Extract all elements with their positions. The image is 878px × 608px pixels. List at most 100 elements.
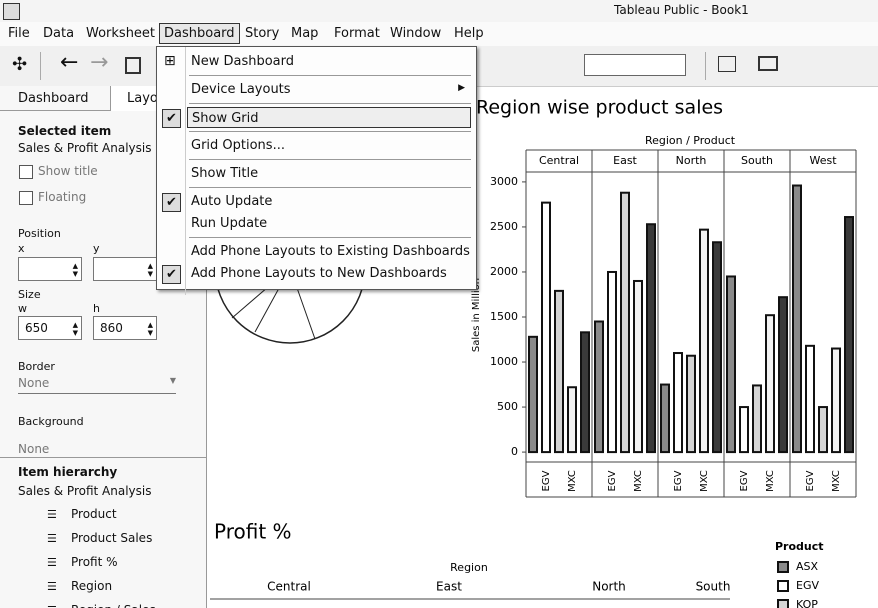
- bar: [633, 279, 643, 454]
- window-title: Tableau Public - Book1: [614, 3, 749, 17]
- menu-item-label: Add Phone Layouts to Existing Dashboards: [191, 244, 470, 259]
- x-tick-label: EGV: [607, 470, 618, 491]
- tool-icon[interactable]: ✣: [12, 54, 28, 75]
- selected-item: Sales & Profit Analysis: [18, 141, 152, 155]
- bar: [765, 314, 775, 454]
- x-axis-header: Region / Product: [645, 134, 736, 147]
- field-label: x: [18, 242, 25, 255]
- menu-bar: File Data Worksheet Dashboard Story Map Format…: [0, 22, 878, 47]
- hierarchy-icon: ☰: [47, 556, 57, 569]
- section-heading: Item hierarchy: [18, 465, 118, 479]
- tab[interactable]: Dashboard: [18, 91, 89, 106]
- y-tick-label: 1000: [490, 355, 518, 368]
- y-tick-label: 2500: [490, 220, 518, 233]
- menu-bar-item[interactable]: Story: [245, 26, 280, 41]
- presentation-button[interactable]: [758, 56, 778, 71]
- checkbox-label: Show title: [38, 164, 98, 178]
- hierarchy-icon: ☰: [47, 508, 57, 521]
- column-label: South: [696, 580, 731, 594]
- bar: [686, 354, 696, 454]
- menu-item[interactable]: New Dashboard: [187, 51, 471, 72]
- menu-item[interactable]: Show Grid: [187, 107, 471, 128]
- back-button[interactable]: ←: [60, 50, 79, 75]
- checkbox-label: Floating: [38, 190, 87, 204]
- bar: [607, 270, 617, 454]
- hierarchy-item[interactable]: Region: [71, 579, 113, 593]
- tab-strip: [0, 86, 206, 111]
- menu-item-label: Show Title: [191, 166, 259, 181]
- app-icon: [3, 3, 20, 20]
- group-label: South: [741, 154, 773, 167]
- menu-bar-item[interactable]: Map: [291, 26, 319, 41]
- x-tick-label: MXC: [633, 470, 644, 492]
- h-input[interactable]: 860 ▲ ▼: [93, 316, 157, 340]
- bar: [726, 275, 736, 454]
- hierarchy-item[interactable]: Product: [71, 507, 117, 521]
- x-tick-label: EGV: [805, 470, 816, 491]
- menu-separator: [189, 237, 471, 238]
- hierarchy-icon: ☰: [47, 604, 57, 608]
- hierarchy-item[interactable]: Region / Sales: [71, 603, 156, 608]
- menu-item-label: Add Phone Layouts to New Dashboards: [191, 266, 447, 281]
- menu-bar-item[interactable]: Format: [334, 26, 380, 41]
- submenu-arrow: ▶: [458, 83, 465, 93]
- menu-item[interactable]: Auto Update: [187, 191, 471, 212]
- menu-separator: [189, 187, 471, 188]
- menu-bar-item[interactable]: Help: [454, 26, 484, 41]
- menu-bar-item[interactable]: Dashboard: [159, 23, 240, 44]
- field-label: y: [93, 242, 100, 255]
- separator: [40, 52, 41, 80]
- hierarchy-item[interactable]: Profit %: [71, 555, 118, 569]
- bar: [594, 320, 604, 454]
- menu-bar-item[interactable]: Worksheet: [86, 26, 156, 41]
- dropdown[interactable]: [584, 54, 686, 76]
- menu-item-label: Run Update: [191, 216, 268, 231]
- select-value[interactable]: None: [18, 442, 50, 456]
- dashboard-canvas: Region wise product sales Region / Produc…: [210, 97, 857, 608]
- menu-item[interactable]: Device Layouts ▶: [187, 79, 471, 100]
- menu-item[interactable]: Grid Options...: [187, 135, 471, 156]
- checkbox[interactable]: [19, 191, 33, 205]
- bar: [739, 406, 749, 454]
- menu-separator: [189, 131, 471, 132]
- menu-item[interactable]: Show Title: [187, 163, 471, 184]
- menu-item-label: Auto Update: [191, 194, 273, 209]
- save-button[interactable]: [125, 57, 141, 74]
- bar: [620, 191, 630, 454]
- menu-item-label: Show Grid: [192, 111, 259, 126]
- y-tick-label: 1500: [490, 310, 518, 323]
- border-select[interactable]: None ▼: [18, 376, 176, 394]
- menu-bar-item[interactable]: File: [8, 26, 30, 41]
- column-header: Region: [450, 561, 488, 574]
- y-tick-label: 3000: [490, 175, 518, 188]
- menu-bar-item[interactable]: Data: [43, 26, 75, 41]
- w-value: 650: [25, 321, 48, 335]
- forward-button[interactable]: →: [90, 50, 109, 75]
- hierarchy-item[interactable]: Product Sales: [71, 531, 153, 545]
- chart-title: Region wise product sales: [476, 97, 723, 119]
- x-tick-label: MXC: [567, 470, 578, 492]
- checkbox[interactable]: [19, 165, 33, 179]
- bar: [541, 201, 551, 454]
- select-value: None: [18, 376, 50, 390]
- menu-item[interactable]: Add Phone Layouts to Existing Dashboards: [187, 241, 471, 262]
- legend-title: Product: [775, 540, 824, 553]
- checkmark: ✔: [162, 265, 181, 284]
- x-tick-label: EGV: [739, 470, 750, 491]
- x-tick-label: MXC: [699, 470, 710, 492]
- divider: [0, 457, 206, 458]
- menu-item[interactable]: Add Phone Layouts to New Dashboards: [187, 263, 471, 284]
- group-label: West: [809, 154, 837, 167]
- tool-icon[interactable]: [718, 56, 736, 72]
- y-input[interactable]: ▲ ▼: [93, 257, 157, 281]
- menu-item[interactable]: Run Update: [187, 213, 471, 234]
- group-label: Central: [539, 154, 579, 167]
- group-label: North: [676, 154, 707, 167]
- w-input[interactable]: 650 ▲ ▼: [18, 316, 82, 340]
- menu-bar-item[interactable]: Window: [390, 26, 442, 41]
- x-input[interactable]: ▲ ▼: [18, 257, 82, 281]
- dashboard-content: Region wise product sales Region / Produc…: [210, 97, 857, 608]
- x-tick-label: MXC: [765, 470, 776, 492]
- legend-label: EGV: [796, 579, 819, 592]
